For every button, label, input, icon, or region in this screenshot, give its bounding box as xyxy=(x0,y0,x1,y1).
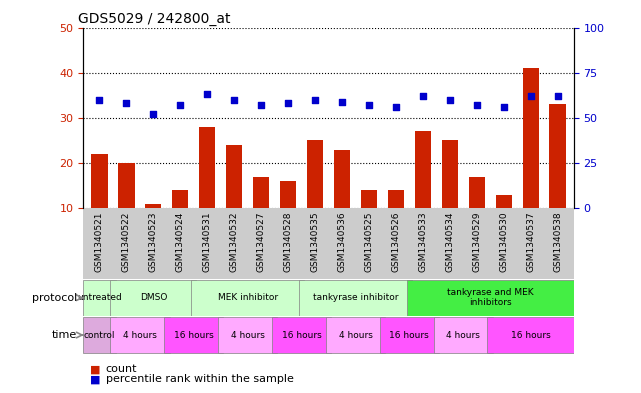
Text: 4 hours: 4 hours xyxy=(123,331,157,340)
Text: GSM1340531: GSM1340531 xyxy=(203,212,212,272)
Text: GSM1340526: GSM1340526 xyxy=(392,212,401,272)
Text: GSM1340534: GSM1340534 xyxy=(445,212,454,272)
Point xyxy=(256,102,266,108)
Point xyxy=(526,93,536,99)
Bar xyxy=(164,317,224,353)
Bar xyxy=(388,190,404,253)
Text: 4 hours: 4 hours xyxy=(446,331,480,340)
Text: 16 hours: 16 hours xyxy=(174,331,213,340)
Bar xyxy=(379,317,439,353)
Point xyxy=(553,93,563,99)
Text: ■: ■ xyxy=(90,364,100,375)
Bar xyxy=(110,317,170,353)
Point xyxy=(121,100,131,107)
Point xyxy=(283,100,293,107)
Bar xyxy=(334,149,350,253)
Text: GSM1340525: GSM1340525 xyxy=(365,212,374,272)
Bar xyxy=(172,190,188,253)
Text: count: count xyxy=(106,364,137,375)
Text: GSM1340528: GSM1340528 xyxy=(283,212,292,272)
Text: GSM1340536: GSM1340536 xyxy=(337,212,347,272)
Text: protocol: protocol xyxy=(31,293,77,303)
Text: GSM1340538: GSM1340538 xyxy=(553,212,562,272)
Text: 4 hours: 4 hours xyxy=(231,331,265,340)
Point xyxy=(472,102,482,108)
Text: DMSO: DMSO xyxy=(140,293,167,302)
Point xyxy=(310,97,320,103)
Bar xyxy=(495,195,512,253)
Text: tankyrase inhibitor: tankyrase inhibitor xyxy=(313,293,398,302)
Bar xyxy=(307,140,323,253)
Text: GSM1340529: GSM1340529 xyxy=(472,212,481,272)
Bar xyxy=(199,127,215,253)
Bar xyxy=(522,68,538,253)
Bar xyxy=(469,177,485,253)
Bar xyxy=(361,190,377,253)
Bar xyxy=(433,317,493,353)
Bar xyxy=(549,104,565,253)
Text: GSM1340522: GSM1340522 xyxy=(122,212,131,272)
Text: control: control xyxy=(84,331,115,340)
Point xyxy=(418,93,428,99)
Text: GSM1340537: GSM1340537 xyxy=(526,212,535,272)
Text: GSM1340535: GSM1340535 xyxy=(310,212,320,272)
Text: MEK inhibitor: MEK inhibitor xyxy=(218,293,278,302)
Text: GSM1340524: GSM1340524 xyxy=(176,212,185,272)
Bar xyxy=(487,317,574,353)
Bar xyxy=(415,131,431,253)
Bar xyxy=(272,317,331,353)
Bar xyxy=(146,204,162,253)
Bar xyxy=(119,163,135,253)
Text: percentile rank within the sample: percentile rank within the sample xyxy=(106,374,294,384)
Point xyxy=(202,91,212,97)
Bar xyxy=(442,140,458,253)
Text: GSM1340530: GSM1340530 xyxy=(499,212,508,272)
Text: GDS5029 / 242800_at: GDS5029 / 242800_at xyxy=(78,13,231,26)
Text: 16 hours: 16 hours xyxy=(281,331,321,340)
Bar xyxy=(110,280,197,316)
Bar xyxy=(326,317,385,353)
Bar xyxy=(299,280,412,316)
Text: GSM1340523: GSM1340523 xyxy=(149,212,158,272)
Point xyxy=(391,104,401,110)
Text: time: time xyxy=(52,330,77,340)
Point xyxy=(175,102,185,108)
Bar xyxy=(191,280,304,316)
Text: GSM1340521: GSM1340521 xyxy=(95,212,104,272)
Bar xyxy=(92,154,108,253)
Bar xyxy=(218,317,278,353)
Point xyxy=(499,104,509,110)
Text: untreated: untreated xyxy=(77,293,122,302)
Text: tankyrase and MEK
inhibitors: tankyrase and MEK inhibitors xyxy=(447,288,533,307)
Text: 16 hours: 16 hours xyxy=(390,331,429,340)
Bar xyxy=(226,145,242,253)
Point xyxy=(445,97,455,103)
Point xyxy=(148,111,158,118)
Bar xyxy=(83,280,115,316)
Text: ■: ■ xyxy=(90,374,100,384)
Text: GSM1340527: GSM1340527 xyxy=(256,212,265,272)
Text: 4 hours: 4 hours xyxy=(338,331,372,340)
Text: GSM1340532: GSM1340532 xyxy=(229,212,238,272)
Bar xyxy=(83,317,115,353)
Bar xyxy=(280,181,296,253)
Point xyxy=(364,102,374,108)
Point xyxy=(94,97,104,103)
Bar xyxy=(406,280,574,316)
Point xyxy=(337,99,347,105)
Bar xyxy=(253,177,269,253)
Text: 16 hours: 16 hours xyxy=(511,331,551,340)
Point xyxy=(229,97,239,103)
Text: GSM1340533: GSM1340533 xyxy=(419,212,428,272)
